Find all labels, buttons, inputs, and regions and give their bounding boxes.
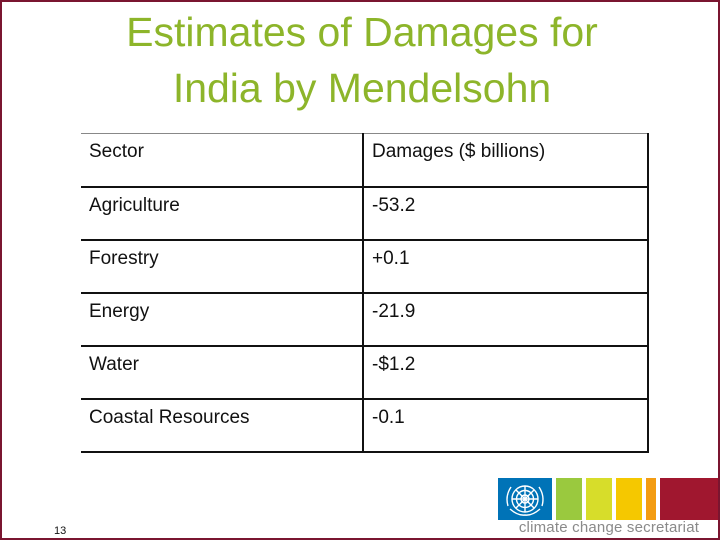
damage-cell: -0.1 bbox=[363, 398, 649, 453]
unfccc-logo: climate change secretariat bbox=[498, 478, 718, 538]
sector-cell: Energy bbox=[81, 292, 364, 347]
sector-cell: Forestry bbox=[81, 239, 364, 294]
logo-text: climate change secretariat bbox=[518, 519, 700, 536]
logo-bar-yellow bbox=[616, 478, 642, 520]
header-damages: Damages ($ billions) bbox=[363, 133, 649, 188]
slide-title: Estimates of Damages for India by Mendel… bbox=[62, 4, 662, 116]
slide-number: 13 bbox=[54, 525, 67, 537]
damage-cell: -53.2 bbox=[363, 186, 649, 241]
table-row: Water -$1.2 bbox=[81, 345, 649, 400]
damages-table: Sector Damages ($ billions) Agriculture … bbox=[81, 133, 649, 453]
title-line-2: India by Mendelsohn bbox=[172, 65, 552, 111]
table-row: Agriculture -53.2 bbox=[81, 186, 649, 241]
damage-cell: +0.1 bbox=[363, 239, 649, 294]
table-header-row: Sector Damages ($ billions) bbox=[81, 133, 649, 188]
damage-cell: -$1.2 bbox=[363, 345, 649, 400]
logo-bar-lime bbox=[586, 478, 612, 520]
header-sector: Sector bbox=[81, 133, 364, 188]
sector-cell: Water bbox=[81, 345, 364, 400]
logo-bar-maroon bbox=[660, 478, 718, 520]
title-line-1: Estimates of Damages for bbox=[126, 9, 598, 55]
table-row: Forestry +0.1 bbox=[81, 239, 649, 294]
logo-bar-green bbox=[556, 478, 582, 520]
sector-cell: Agriculture bbox=[81, 186, 364, 241]
un-emblem-icon bbox=[506, 485, 544, 516]
sector-cell: Coastal Resources bbox=[81, 398, 364, 453]
table-row: Coastal Resources -0.1 bbox=[81, 398, 649, 453]
damage-cell: -21.9 bbox=[363, 292, 649, 347]
logo-bar-orange bbox=[646, 478, 656, 520]
table-row: Energy -21.9 bbox=[81, 292, 649, 347]
